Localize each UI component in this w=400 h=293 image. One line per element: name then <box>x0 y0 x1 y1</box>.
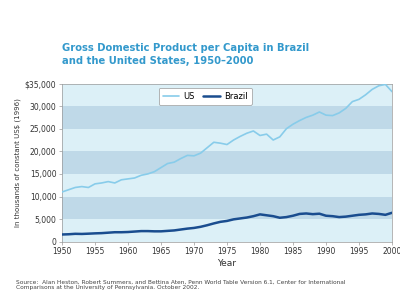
US <box>132 176 137 180</box>
Brazil <box>297 212 302 216</box>
Brazil <box>132 230 137 233</box>
Line: US: US <box>62 84 392 192</box>
US <box>278 135 282 139</box>
Bar <box>62 197 392 219</box>
US <box>60 190 64 194</box>
Brazil <box>278 216 282 219</box>
Brazil <box>165 229 170 233</box>
US <box>390 90 394 93</box>
Line: Brazil: Brazil <box>62 213 392 234</box>
Bar <box>62 151 392 174</box>
Text: Source:  Alan Heston, Robert Summers, and Bettina Aten, Penn World Table Version: Source: Alan Heston, Robert Summers, and… <box>16 279 346 290</box>
US <box>297 119 302 122</box>
Brazil <box>390 211 394 214</box>
Brazil <box>60 233 64 236</box>
Y-axis label: In thousands of constant US$ (1996): In thousands of constant US$ (1996) <box>14 98 21 227</box>
Brazil <box>383 213 388 217</box>
X-axis label: Year: Year <box>218 259 236 268</box>
Bar <box>62 106 392 129</box>
Text: Gross Domestic Product per Capita in Brazil
and the United States, 1950–2000: Gross Domestic Product per Capita in Bra… <box>62 43 309 66</box>
Legend: US, Brazil: US, Brazil <box>158 88 252 105</box>
US <box>159 166 164 169</box>
US <box>383 83 388 86</box>
Brazil <box>159 230 164 233</box>
US <box>165 162 170 165</box>
US <box>376 84 381 88</box>
